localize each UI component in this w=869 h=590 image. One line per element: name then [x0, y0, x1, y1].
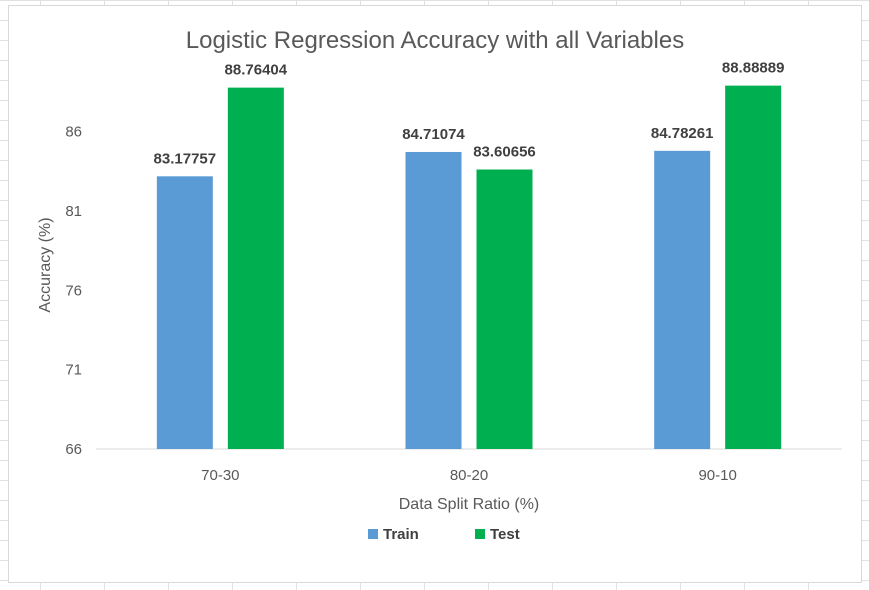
- y-axis-ticks: 66 71 76 81 86: [65, 124, 82, 459]
- bars: [156, 85, 782, 450]
- data-label: 88.76404: [225, 62, 288, 79]
- chart-area[interactable]: Logistic Regression Accuracy with all Va…: [8, 5, 862, 583]
- y-tick-label: 81: [65, 203, 82, 220]
- x-tick-label: 70-30: [201, 467, 239, 484]
- data-label: 88.88889: [722, 60, 785, 77]
- bar-train-80-20[interactable]: [405, 151, 462, 450]
- x-axis-ticks: 70-30 80-20 90-10: [201, 467, 737, 484]
- data-labels: 83.17757 88.76404 84.71074 83.60656 84.78261…: [154, 60, 785, 168]
- y-tick-label: 76: [65, 282, 82, 299]
- bar-test-80-20[interactable]: [476, 169, 533, 450]
- chart-svg: Logistic Regression Accuracy with all Va…: [37, 27, 842, 543]
- data-label: 83.60656: [473, 143, 536, 160]
- x-tick-label: 80-20: [450, 467, 488, 484]
- y-tick-label: 86: [65, 124, 82, 141]
- data-label: 84.71074: [402, 126, 465, 143]
- bar-train-70-30[interactable]: [156, 176, 213, 449]
- y-axis-title: Accuracy (%): [37, 217, 54, 312]
- bar-test-90-10[interactable]: [725, 85, 782, 450]
- y-tick-label: 71: [65, 362, 82, 379]
- legend-swatch-train: [368, 529, 378, 539]
- legend-label-test: Test: [490, 526, 520, 543]
- legend: Train Test: [368, 526, 520, 543]
- x-axis-title: Data Split Ratio (%): [399, 496, 540, 513]
- chart-title: Logistic Regression Accuracy with all Va…: [186, 27, 684, 54]
- legend-label-train: Train: [383, 526, 419, 543]
- legend-swatch-test: [475, 529, 485, 539]
- bar-test-70-30[interactable]: [227, 87, 284, 450]
- data-label: 84.78261: [651, 125, 714, 142]
- y-tick-label: 66: [65, 441, 82, 458]
- data-label: 83.17757: [154, 150, 217, 167]
- bar-train-90-10[interactable]: [654, 150, 711, 450]
- x-tick-label: 90-10: [698, 467, 736, 484]
